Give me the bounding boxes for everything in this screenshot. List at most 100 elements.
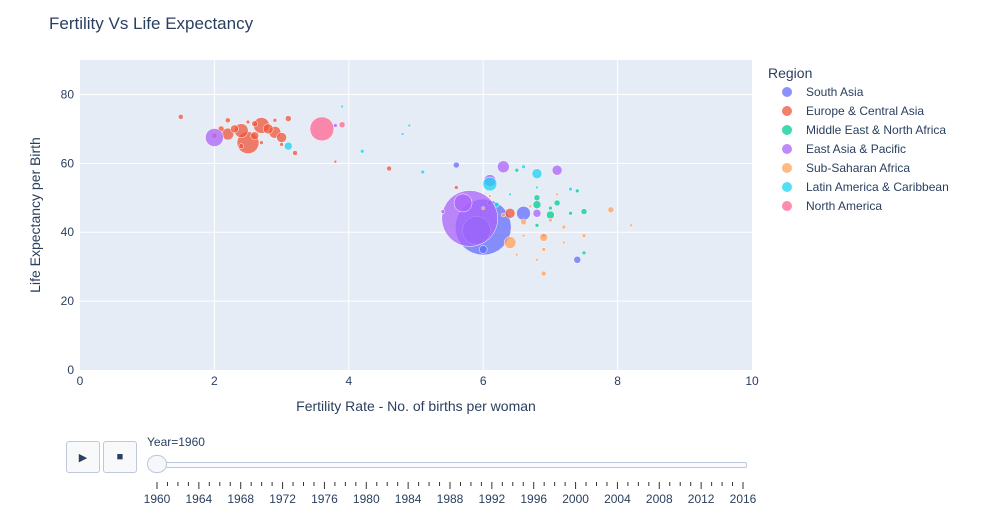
data-point[interactable] [551, 164, 563, 176]
data-point[interactable] [272, 118, 278, 123]
legend-item[interactable]: Middle East & North Africa [782, 123, 946, 137]
data-point[interactable] [250, 131, 259, 141]
year-slider-handle[interactable] [147, 455, 167, 473]
data-point[interactable] [420, 169, 425, 175]
data-point[interactable] [359, 149, 365, 154]
data-point[interactable] [225, 117, 231, 124]
data-point[interactable] [292, 150, 298, 156]
data-point[interactable] [532, 209, 542, 218]
slider-year-label: 2000 [562, 492, 589, 506]
year-slider-track[interactable] [156, 462, 747, 468]
chart-title: Fertility Vs Life Expectancy [49, 14, 254, 33]
legend-marker [782, 182, 792, 192]
y-tick-label: 20 [61, 294, 75, 308]
plot-area[interactable] [80, 60, 752, 370]
legend-marker [782, 87, 792, 97]
y-tick-label: 60 [61, 156, 75, 170]
data-point[interactable] [230, 124, 239, 134]
data-point[interactable] [516, 206, 531, 221]
data-point[interactable] [482, 176, 498, 192]
data-point[interactable] [514, 167, 520, 173]
data-point[interactable] [520, 218, 527, 226]
data-point[interactable] [568, 211, 573, 216]
data-point[interactable] [607, 206, 615, 214]
data-point[interactable] [309, 116, 335, 142]
data-point[interactable] [453, 161, 460, 169]
data-point[interactable] [541, 247, 546, 252]
stop-icon: ■ [116, 451, 124, 463]
data-point[interactable] [555, 192, 559, 197]
legend-item[interactable]: North America [782, 199, 882, 213]
data-point[interactable] [205, 128, 224, 147]
x-tick-labels: 0 2 4 6 8 10 [77, 374, 759, 388]
legend-item[interactable]: Sub-Saharan Africa [782, 161, 910, 175]
data-point[interactable] [533, 194, 541, 202]
data-point[interactable] [521, 233, 526, 238]
data-point[interactable] [493, 201, 500, 208]
data-point[interactable] [178, 114, 184, 120]
data-point[interactable] [548, 217, 553, 223]
data-point[interactable] [531, 168, 543, 179]
data-point[interactable] [504, 208, 516, 219]
legend-item[interactable]: Latin America & Caribbean [782, 180, 949, 194]
data-point[interactable] [575, 188, 580, 194]
data-point[interactable] [276, 132, 287, 143]
data-point[interactable] [548, 205, 553, 211]
data-point[interactable] [497, 160, 510, 174]
data-point[interactable] [629, 223, 633, 228]
data-point[interactable] [508, 192, 512, 197]
data-point[interactable] [535, 185, 539, 190]
data-point[interactable] [528, 204, 532, 209]
data-point[interactable] [573, 256, 582, 264]
data-point[interactable] [400, 132, 405, 136]
data-point[interactable] [488, 194, 492, 198]
slider-ticks: 1960 1964 1968 1972 1976 1980 1984 1988 1992 1996… [144, 482, 757, 506]
stop-button[interactable]: ■ [103, 441, 137, 473]
data-point[interactable] [501, 212, 506, 218]
data-point[interactable] [553, 199, 561, 207]
data-point[interactable] [535, 258, 539, 262]
data-point[interactable] [259, 140, 264, 145]
data-point[interactable] [581, 250, 587, 256]
legend-item[interactable]: South Asia [782, 85, 864, 99]
data-point[interactable] [580, 208, 588, 215]
data-point[interactable] [546, 210, 555, 220]
data-point[interactable] [503, 236, 517, 249]
data-point[interactable] [521, 164, 526, 170]
data-point[interactable] [532, 200, 542, 209]
legend-label: South Asia [806, 85, 864, 99]
data-point[interactable] [540, 270, 547, 277]
data-point[interactable] [440, 209, 446, 214]
data-point[interactable] [454, 185, 459, 190]
data-point[interactable] [333, 159, 338, 164]
data-point[interactable] [539, 233, 548, 242]
slider-year-label: 2016 [730, 492, 757, 506]
data-point[interactable] [515, 252, 519, 257]
data-point[interactable] [478, 245, 488, 254]
legend-item[interactable]: East Asia & Pacific [782, 142, 906, 156]
data-point[interactable] [407, 123, 412, 128]
data-point[interactable] [284, 141, 293, 151]
data-point[interactable] [386, 165, 392, 172]
slider-year-label: 1996 [520, 492, 547, 506]
legend: South Asia Europe & Central Asia Middle Ea… [782, 85, 949, 213]
data-point[interactable] [262, 123, 274, 135]
data-point[interactable] [561, 224, 567, 230]
data-point[interactable] [245, 119, 251, 125]
data-point[interactable] [340, 104, 344, 109]
data-point[interactable] [481, 206, 485, 210]
legend-item[interactable]: Europe & Central Asia [782, 104, 924, 118]
slider-year-label: 1976 [311, 492, 338, 506]
data-point[interactable] [238, 143, 245, 149]
data-point[interactable] [338, 121, 346, 129]
data-point[interactable] [568, 186, 573, 192]
data-point[interactable] [453, 193, 473, 213]
data-point[interactable] [562, 240, 566, 245]
data-point[interactable] [251, 120, 258, 127]
data-point[interactable] [534, 223, 540, 228]
data-point[interactable] [581, 233, 587, 238]
data-point[interactable] [279, 142, 284, 147]
slider-year-label: 1972 [269, 492, 296, 506]
data-point[interactable] [285, 115, 292, 122]
play-button[interactable]: ▶ [66, 441, 100, 473]
